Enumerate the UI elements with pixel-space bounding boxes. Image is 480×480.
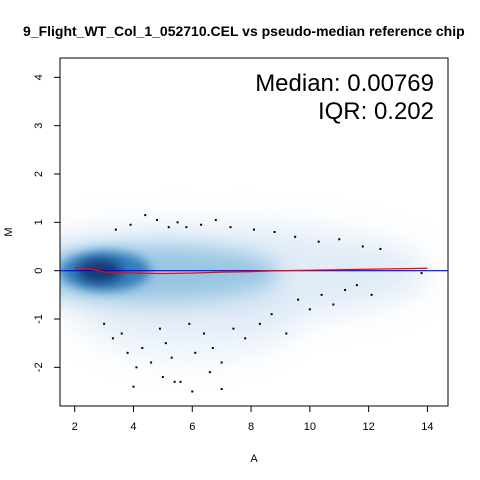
outlier-point (111, 337, 114, 340)
outlier-point (232, 327, 235, 330)
outlier-point (194, 351, 197, 354)
outlier-point (338, 238, 341, 241)
iqr-annotation: IQR: 0.202 (318, 98, 434, 125)
outlier-point (344, 289, 347, 291)
outlier-point (179, 380, 182, 383)
x-tick-label: 10 (304, 421, 316, 433)
outlier-point (170, 356, 173, 359)
y-tick-label: 1 (33, 219, 45, 225)
outlier-point (167, 226, 170, 229)
outlier-point (135, 366, 138, 369)
x-tick-label: 6 (189, 421, 195, 433)
outlier-point (273, 231, 276, 233)
outlier-point (126, 351, 129, 354)
outlier-point (320, 293, 323, 296)
outlier-point (294, 235, 297, 238)
outlier-point (188, 322, 191, 325)
x-tick-label: 2 (72, 421, 78, 433)
outlier-point (208, 371, 211, 374)
outlier-point (308, 308, 311, 311)
median-annotation: Median: 0.00769 (255, 70, 434, 97)
outlier-point (370, 293, 373, 296)
density-cloud (60, 225, 430, 360)
outlier-point (317, 240, 320, 243)
y-axis: -2 -1 0 1 2 3 4 (33, 74, 60, 372)
y-tick-label: -1 (33, 314, 45, 324)
chart-title: 9_Flight_WT_Col_1_052710.CEL vs pseudo-m… (23, 23, 465, 39)
outlier-point (114, 228, 117, 231)
outlier-point (132, 385, 135, 388)
outlier-point (129, 223, 132, 226)
outlier-point (379, 247, 382, 250)
outlier-point (185, 226, 188, 229)
outlier-point (214, 218, 217, 221)
outlier-point (220, 361, 223, 364)
x-tick-label: 4 (130, 421, 136, 433)
y-axis-label: M (3, 227, 15, 236)
outlier-point (355, 284, 358, 287)
y-tick-label: 2 (33, 171, 45, 177)
outlier-point (270, 313, 273, 316)
x-tick-label: 8 (248, 421, 254, 433)
outlier-point (156, 218, 158, 221)
plot-frame (59, 57, 449, 407)
outlier-point (297, 298, 300, 301)
y-tick-label: 4 (33, 74, 45, 80)
outlier-point (141, 347, 144, 349)
outlier-point (150, 361, 153, 364)
outlier-point (191, 390, 194, 393)
outlier-point (229, 226, 232, 229)
x-axis-label: A (250, 453, 258, 465)
outlier-point (258, 322, 261, 325)
outlier-point (200, 223, 203, 226)
outlier-point (158, 327, 161, 330)
x-tick-label: 12 (363, 421, 375, 433)
outlier-point (173, 380, 176, 383)
outlier-point (103, 322, 106, 325)
outlier-point (203, 332, 206, 335)
outlier-point (211, 347, 214, 349)
x-axis: 2 4 6 8 10 12 14 (72, 406, 434, 433)
outlier-point (120, 332, 123, 335)
outlier-points (103, 214, 423, 393)
outlier-point (144, 214, 147, 217)
outlier-point (285, 332, 288, 335)
outlier-point (361, 245, 364, 248)
outlier-point (220, 388, 223, 391)
x-tick-label: 14 (421, 421, 433, 433)
outlier-point (253, 228, 255, 231)
y-tick-label: 0 (33, 268, 45, 274)
outlier-point (161, 376, 164, 378)
y-tick-label: -2 (33, 362, 45, 372)
outlier-point (420, 272, 423, 275)
outlier-point (244, 337, 247, 340)
y-tick-label: 3 (33, 123, 45, 129)
outlier-point (332, 303, 335, 306)
outlier-point (164, 342, 167, 345)
outlier-point (176, 221, 179, 224)
loess-curve (74, 267, 428, 275)
